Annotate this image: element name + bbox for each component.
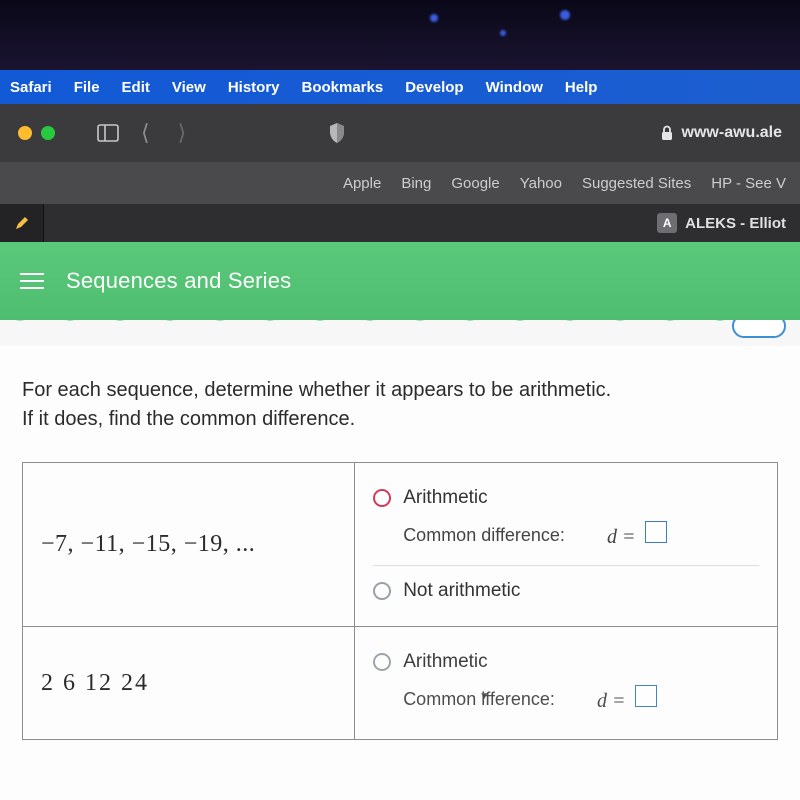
- minimize-light[interactable]: [18, 126, 32, 140]
- lock-icon: [660, 125, 674, 141]
- address-bar[interactable]: www-awu.ale: [660, 124, 782, 142]
- menu-history[interactable]: History: [228, 79, 280, 96]
- q2-arithmetic-option[interactable]: Arithmetic: [373, 643, 759, 681]
- browser-toolbar: ⟨ ⟩ www-awu.ale: [0, 104, 800, 162]
- fav-apple[interactable]: Apple: [343, 175, 381, 192]
- privacy-shield-icon[interactable]: [328, 122, 346, 144]
- fav-bing[interactable]: Bing: [401, 175, 431, 192]
- menu-view[interactable]: View: [172, 79, 206, 96]
- q2-common-difference: Common ▼ifference: d =: [373, 681, 759, 723]
- menu-bookmarks[interactable]: Bookmarks: [302, 79, 384, 96]
- page-title: Sequences and Series: [66, 268, 291, 294]
- fav-hp[interactable]: HP - See V: [711, 175, 786, 192]
- menu-safari[interactable]: Safari: [10, 79, 52, 96]
- main-content: For each sequence, determine whether it …: [0, 346, 800, 800]
- option-label: Arithmetic: [403, 487, 487, 509]
- menu-help[interactable]: Help: [565, 79, 598, 96]
- header-scallop-divider: [0, 320, 800, 346]
- q1-not-arithmetic-option[interactable]: Not arithmetic: [373, 565, 759, 610]
- option-label: Arithmetic: [403, 651, 487, 673]
- window-traffic-lights: [18, 126, 55, 140]
- menu-develop[interactable]: Develop: [405, 79, 463, 96]
- d-input-box[interactable]: [635, 685, 657, 707]
- radio-selected-icon[interactable]: [373, 489, 391, 507]
- sequence-table: −7, −11, −15, −19, ... Arithmetic Common…: [22, 462, 778, 740]
- tab-title: ALEKS - Elliot: [685, 215, 786, 232]
- zoom-light[interactable]: [41, 126, 55, 140]
- sidebar-toggle-icon[interactable]: [97, 124, 119, 142]
- page-header: Sequences and Series: [0, 242, 800, 320]
- q1-arithmetic-option[interactable]: Arithmetic: [373, 479, 759, 517]
- radio-icon[interactable]: [373, 653, 391, 671]
- macos-menubar: Safari File Edit View History Bookmarks …: [0, 70, 800, 104]
- menu-file[interactable]: File: [74, 79, 100, 96]
- back-button[interactable]: ⟨: [135, 120, 156, 146]
- sequence-1: −7, −11, −15, −19, ...: [41, 531, 336, 558]
- q1-common-difference: Common difference: d =: [373, 517, 759, 559]
- tab-aleks[interactable]: A ALEKS - Elliot: [643, 204, 800, 242]
- forward-button[interactable]: ⟩: [172, 120, 193, 146]
- favorites-bar: Apple Bing Google Yahoo Suggested Sites …: [0, 162, 800, 204]
- sequence-2: 2 6 12 24: [41, 670, 336, 697]
- fav-yahoo[interactable]: Yahoo: [520, 175, 562, 192]
- question-prompt: For each sequence, determine whether it …: [22, 376, 778, 434]
- header-pill-button[interactable]: [732, 320, 786, 338]
- menu-window[interactable]: Window: [486, 79, 543, 96]
- tab-current-icon[interactable]: [0, 204, 44, 242]
- tab-bar: A ALEKS - Elliot: [0, 204, 800, 242]
- option-label: Not arithmetic: [403, 580, 520, 602]
- tab-favicon: A: [657, 213, 677, 233]
- menu-edit[interactable]: Edit: [122, 79, 150, 96]
- desktop-background: [0, 0, 800, 70]
- fav-google[interactable]: Google: [451, 175, 499, 192]
- radio-icon[interactable]: [373, 582, 391, 600]
- address-text: www-awu.ale: [682, 124, 782, 142]
- hamburger-icon[interactable]: [20, 273, 44, 289]
- fav-suggested[interactable]: Suggested Sites: [582, 175, 691, 192]
- d-input-box[interactable]: [645, 521, 667, 543]
